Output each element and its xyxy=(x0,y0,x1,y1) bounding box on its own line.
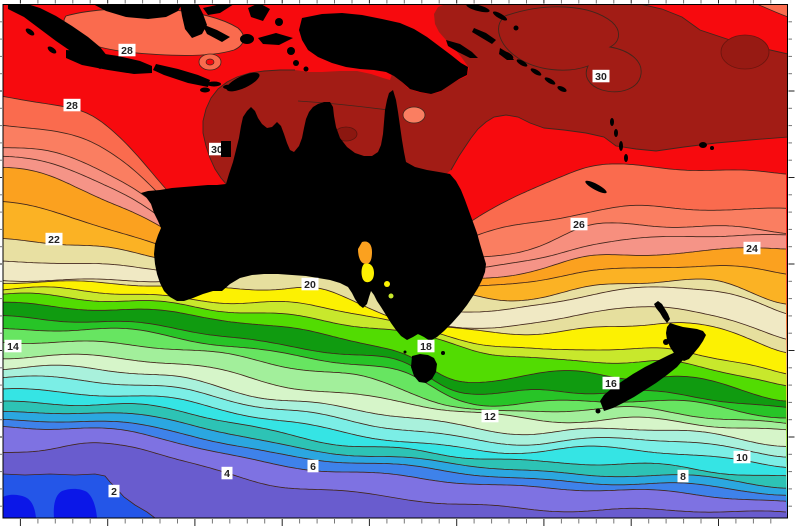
svg-text:30: 30 xyxy=(211,144,223,156)
svg-text:8: 8 xyxy=(680,471,686,483)
svg-text:6: 6 xyxy=(310,461,316,473)
svg-text:12: 12 xyxy=(484,411,496,423)
svg-text:20: 20 xyxy=(304,279,316,291)
svg-text:16: 16 xyxy=(605,378,617,390)
svg-text:18: 18 xyxy=(420,341,432,353)
svg-text:14: 14 xyxy=(7,341,19,353)
svg-text:4: 4 xyxy=(224,468,230,480)
svg-text:26: 26 xyxy=(573,219,585,231)
svg-text:28: 28 xyxy=(66,100,78,112)
svg-text:2: 2 xyxy=(111,486,117,498)
svg-text:22: 22 xyxy=(48,234,60,246)
svg-text:10: 10 xyxy=(736,452,748,464)
svg-text:30: 30 xyxy=(595,71,607,83)
svg-text:24: 24 xyxy=(746,243,758,255)
svg-text:28: 28 xyxy=(121,45,133,57)
